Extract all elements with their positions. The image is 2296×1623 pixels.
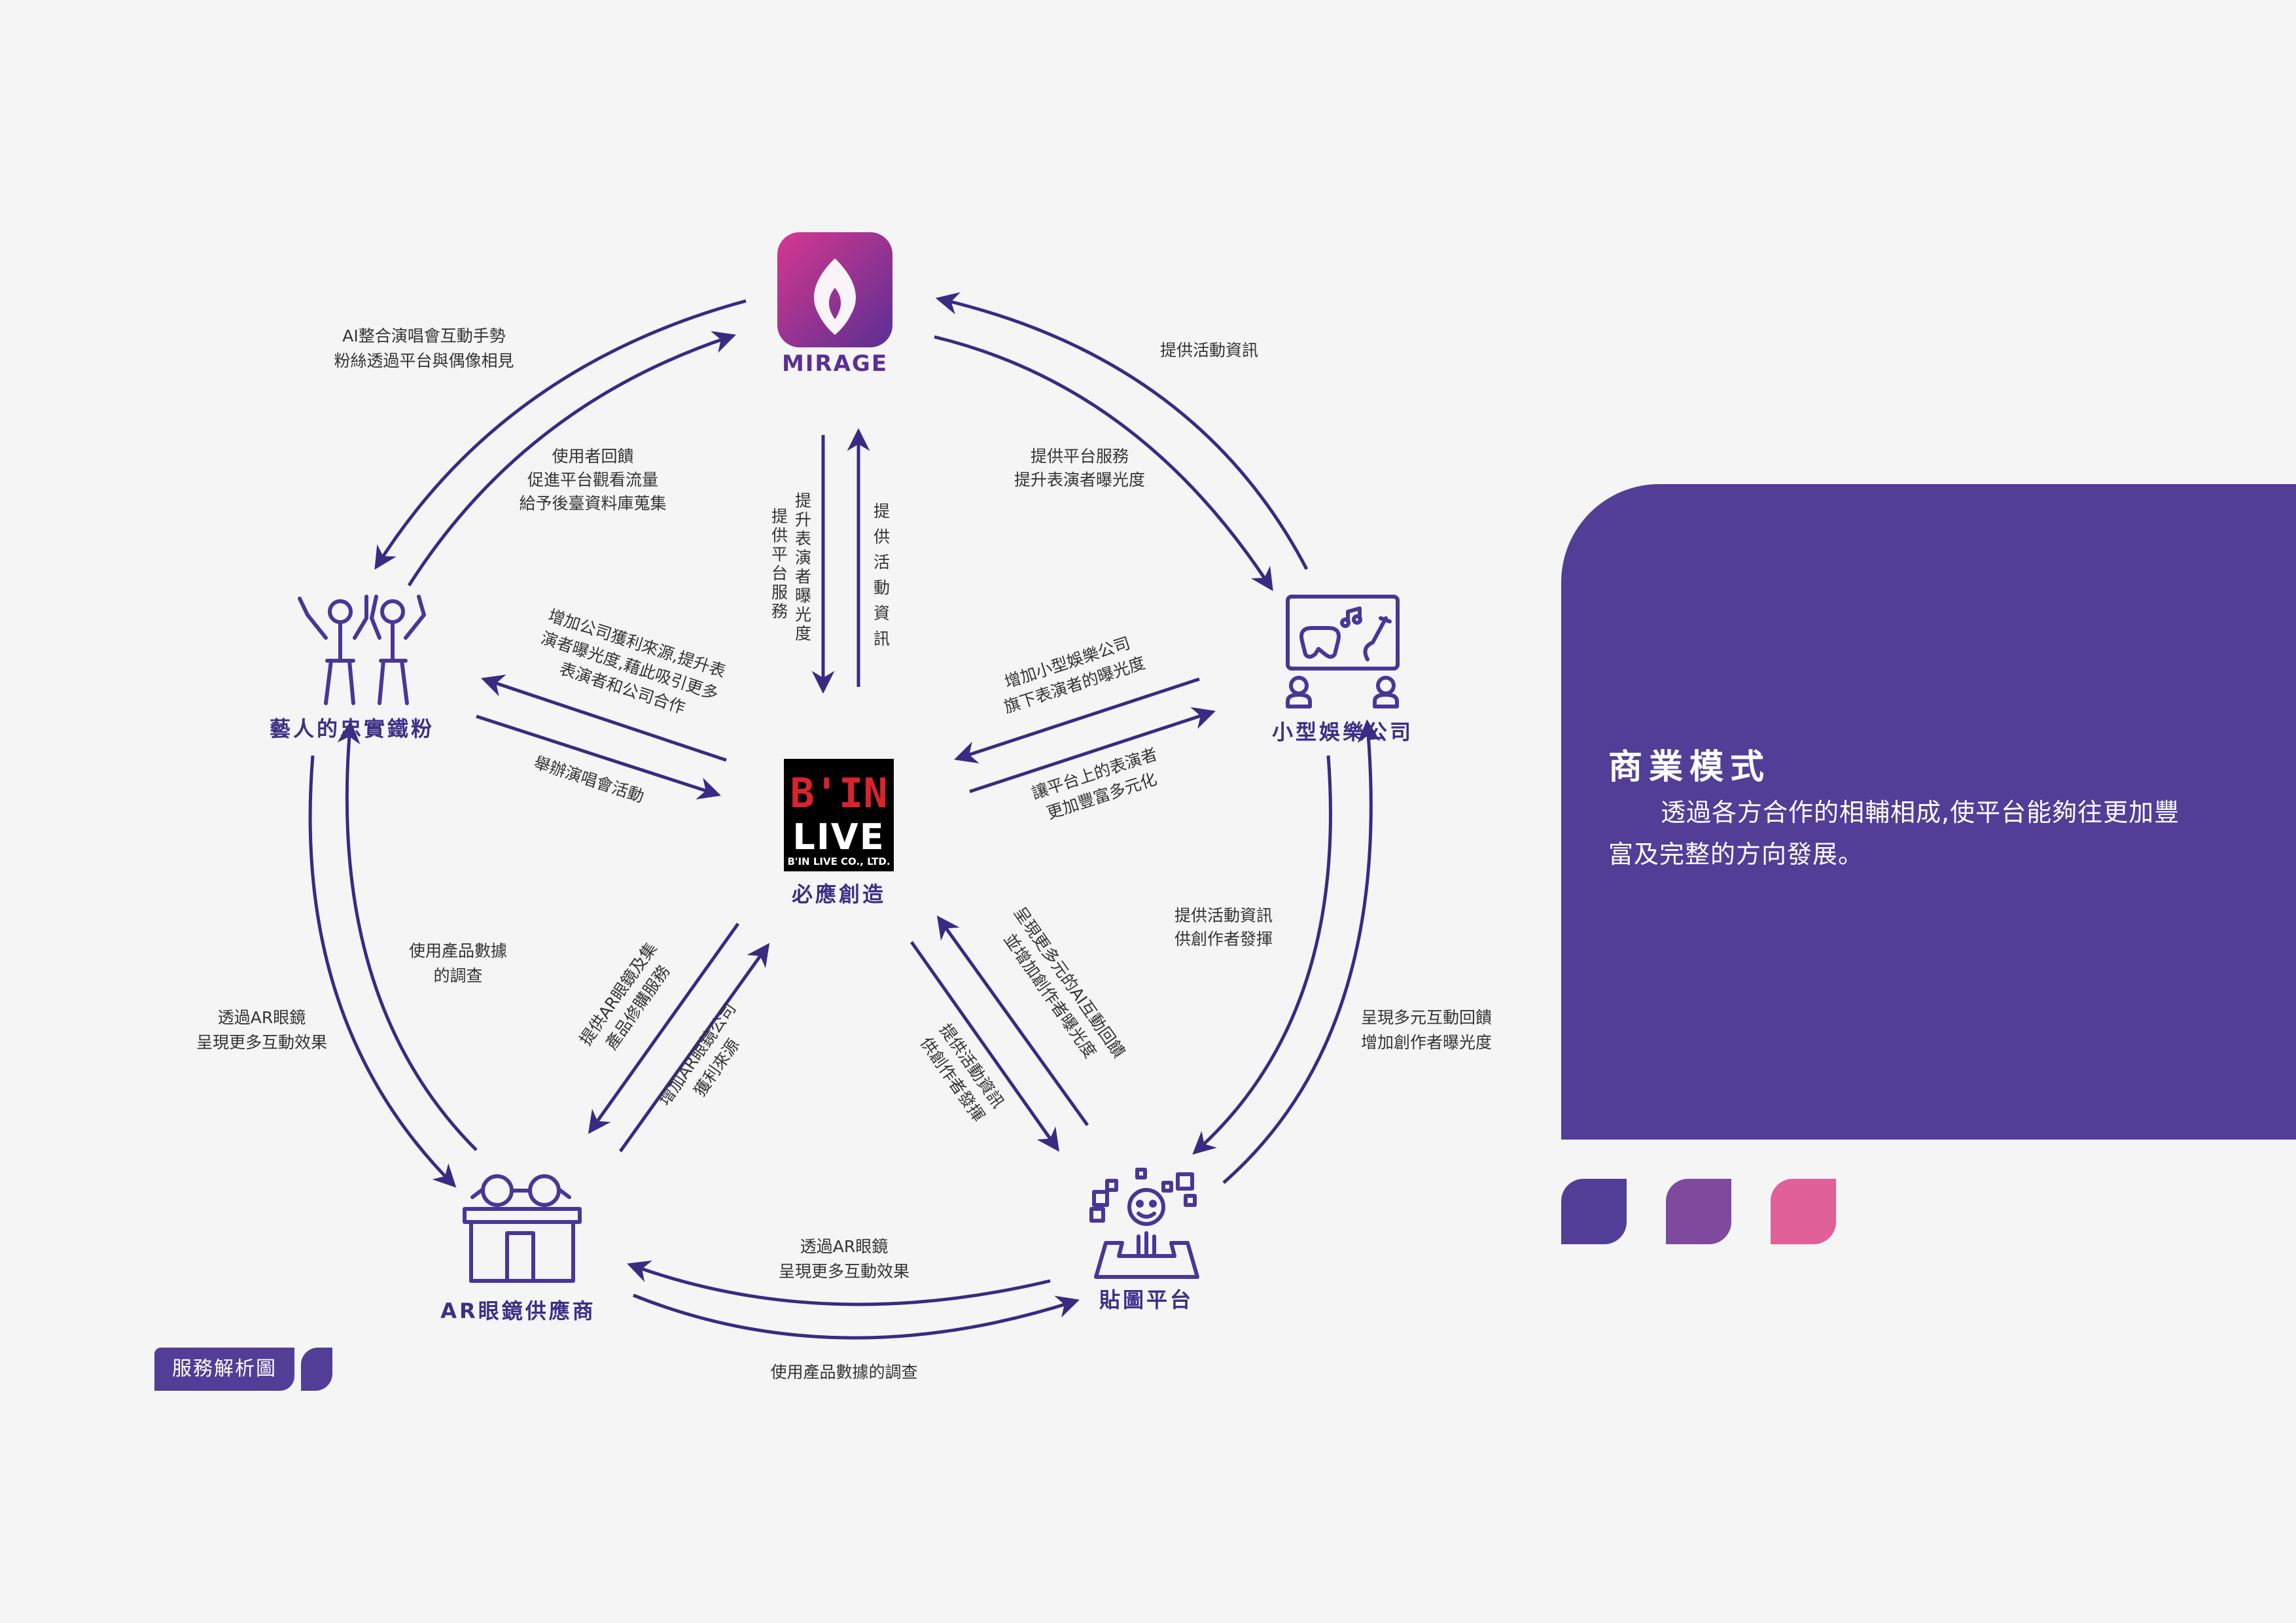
arrow-company-to-sticker (1192, 755, 1332, 1155)
logo-line-bin: B'IN (790, 769, 887, 817)
label-ar-to-sticker-2: 呈現更多互動效果 (779, 1262, 910, 1281)
label-mirage-to-company-2: 提升表演者曝光度 (1014, 470, 1145, 489)
arrow-center-to-company (969, 707, 1216, 794)
business-model-body: 透過各方合作的相輔相成,使平台能夠往更加豐富及完整的方向發展。 (1608, 798, 2180, 869)
ar-supplier-label: AR眼鏡供應商 (440, 1299, 595, 1323)
mirage-label: MIRAGE (782, 351, 888, 377)
label-center-to-mirage: 提供活動資訊 (872, 502, 891, 655)
label-ar-to-fans-2: 的調查 (433, 966, 482, 985)
arrow-fans-to-center (476, 714, 721, 800)
swatch-pink (1771, 1179, 1836, 1244)
label-mirage-to-company-1: 提供平台服務 (1031, 447, 1129, 466)
arrow-sticker-to-center (936, 915, 1089, 1126)
node-ar-supplier: AR眼鏡供應商 (440, 1174, 595, 1323)
arrow-ar-to-fans (337, 720, 478, 1151)
sticker-platform-label: 貼圖平台 (1099, 1287, 1193, 1312)
footer-leaf-shape (301, 1348, 332, 1391)
business-model-panel: 商業模式 透過各方合作的相輔相成,使平台能夠往更加豐富及完整的方向發展。 (1561, 484, 2296, 1140)
label-company-to-sticker-2: 供創作者發揮 (1174, 930, 1273, 949)
ar-glasses-store-icon (463, 1174, 582, 1283)
gaming-music-screen-icon (1286, 595, 1400, 708)
swatch-violet (1666, 1179, 1731, 1244)
bin-live-logo (784, 759, 894, 871)
logo-line-live: LIVE (792, 816, 885, 858)
arrow-center-to-fans (481, 674, 727, 762)
dancing-fans-icon (298, 595, 426, 705)
label-mirage-to-center: 提升表演者曝光度 (793, 492, 812, 644)
fans-label: 藝人的忠實鐵粉 (270, 716, 434, 741)
arrow-mirage-to-company (934, 335, 1273, 591)
center-label: 必應創造 (792, 882, 886, 907)
node-ent-company: 小型娛樂公司 (1272, 595, 1413, 744)
mirage-app-icon (777, 232, 892, 347)
label-fans-to-ar-2: 呈現更多互動效果 (196, 1033, 327, 1052)
arrow-center-to-ar (588, 922, 740, 1134)
label-mirage-to-fans-2: 促進平台觀看流量 (527, 470, 658, 489)
label-company-to-mirage: 提供活動資訊 (1160, 341, 1258, 360)
node-sticker-platform: 貼圖平台 (1089, 1168, 1199, 1312)
arrow-center-to-sticker (910, 941, 1060, 1152)
footer-tag: 服務解析圖 (154, 1348, 294, 1391)
label-sticker-to-company-1: 呈現多元互動回饋 (1361, 1008, 1492, 1027)
arrow-ar-to-center (618, 943, 770, 1153)
label-fans-to-ar-1: 透過AR眼鏡 (218, 1008, 306, 1027)
business-model-title: 商業模式 (1608, 748, 1771, 787)
arrow-company-to-mirage (935, 292, 1309, 570)
label-sticker-to-ar: 使用產品數據的調查 (770, 1363, 917, 1382)
label-mirage-to-fans-3: 給予後臺資料庫蒐集 (519, 494, 666, 513)
label-mirage-to-center-2: 提供平台服務 (769, 508, 788, 621)
node-fans: 藝人的忠實鐵粉 (270, 595, 434, 741)
arrow-fans-to-mirage (407, 331, 736, 587)
arrow-mirage-to-fans (374, 299, 747, 570)
label-ar-to-fans-1: 使用產品數據 (409, 941, 507, 960)
label-mirage-to-fans-1: 使用者回饋 (552, 447, 633, 466)
flame-heart-icon (814, 258, 856, 335)
label-fans-to-mirage-2: 粉絲透過平台與偶像相見 (334, 351, 514, 370)
logo-line-company: B'IN LIVE CO., LTD. (787, 856, 890, 867)
arrow-sticker-to-company (1222, 719, 1381, 1184)
label-sticker-to-company-2: 增加創作者曝光度 (1361, 1033, 1492, 1052)
arrow-fans-to-ar (308, 755, 457, 1188)
swatch-purple (1561, 1179, 1627, 1244)
ent-company-label: 小型娛樂公司 (1272, 720, 1413, 744)
label-company-to-sticker-1: 提供活動資訊 (1174, 906, 1273, 925)
arrow-sticker-to-ar (627, 1260, 1051, 1306)
label-fans-to-center: 舉辦演唱會活動 (531, 753, 646, 807)
node-mirage: MIRAGE (777, 232, 892, 377)
arrow-company-to-center (954, 677, 1200, 763)
arrow-ar-to-sticker (633, 1293, 1080, 1340)
node-center: B'IN LIVE B'IN LIVE CO., LTD. 必應創造 (784, 759, 894, 907)
label-ar-to-sticker-1: 透過AR眼鏡 (800, 1237, 888, 1256)
sticker-hologram-icon (1089, 1168, 1199, 1279)
label-fans-to-mirage-1: AI整合演唱會互動手勢 (342, 326, 505, 345)
